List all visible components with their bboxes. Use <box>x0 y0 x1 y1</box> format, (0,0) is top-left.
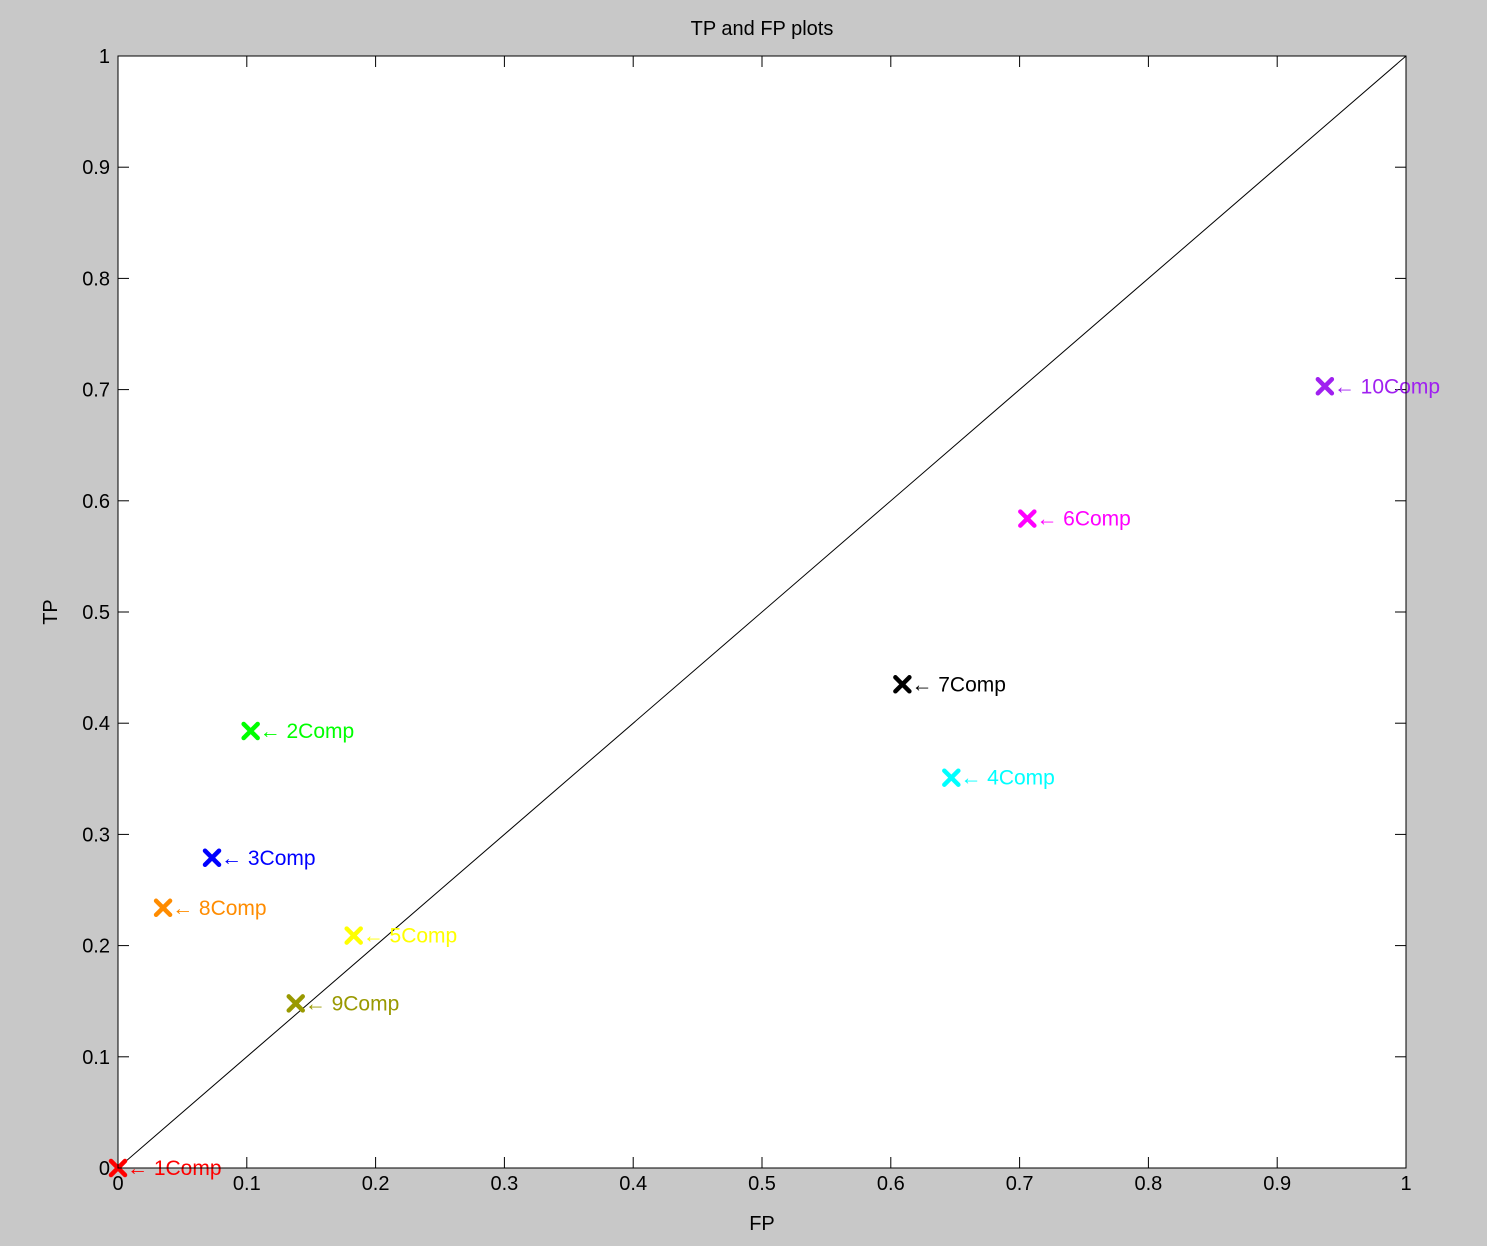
y-tick-label: 0.1 <box>82 1047 110 1069</box>
data-point: ← 7Comp <box>893 673 1006 696</box>
x-marker <box>202 848 222 868</box>
y-tick-label: 0.3 <box>82 824 110 846</box>
x-tick-label: 0.9 <box>1263 1173 1291 1195</box>
point-label: ← 10Comp <box>1334 375 1440 398</box>
data-point: ← 10Comp <box>1315 375 1440 398</box>
point-label: ← 6Comp <box>1036 508 1131 531</box>
point-label: ← 9Comp <box>305 992 400 1015</box>
x-marker <box>344 926 363 945</box>
data-point: ← 5Comp <box>344 925 458 948</box>
y-tick-label: 0.7 <box>82 380 110 402</box>
x-marker <box>286 994 305 1013</box>
x-tick-label: 0.1 <box>233 1173 261 1195</box>
x-tick-label: 0 <box>112 1173 123 1195</box>
x-tick-label: 0.2 <box>362 1173 390 1195</box>
data-point: ← 8Comp <box>153 897 267 920</box>
y-tick-label: 0.9 <box>82 157 110 179</box>
data-point: ← 9Comp <box>286 992 400 1015</box>
x-marker <box>893 675 912 694</box>
x-tick-label: 0.7 <box>1006 1173 1034 1195</box>
point-label: ← 7Comp <box>911 673 1006 696</box>
x-marker <box>241 721 260 741</box>
x-marker <box>1315 377 1335 396</box>
plot-frame <box>117 55 1407 1169</box>
y-tick-label: 0.5 <box>82 602 110 624</box>
x-marker <box>153 898 173 918</box>
point-label: ← 4Comp <box>960 767 1055 790</box>
y-tick-label: 0 <box>99 1158 110 1180</box>
data-point: ← 3Comp <box>202 847 316 870</box>
data-point: ← 6Comp <box>1018 508 1131 531</box>
y-tick-label: 1 <box>99 46 110 68</box>
point-label: ← 2Comp <box>260 720 355 743</box>
y-tick-label: 0.6 <box>82 491 110 513</box>
point-label: ← 3Comp <box>221 847 316 870</box>
x-tick-label: 1 <box>1400 1173 1411 1195</box>
data-point: ← 4Comp <box>942 767 1055 790</box>
data-point: ← 2Comp <box>241 720 355 743</box>
x-axis-title: FP <box>749 1213 775 1235</box>
ticks: 0 0.1 0.2 0.3 0.4 0.5 0.6 0.7 0.8 0.9 1 0 0.1 0.2 0.3 0… <box>82 46 1411 1195</box>
chart-title: TP and FP plots <box>691 18 834 40</box>
points: ← 1Comp← 2Comp← 3Comp← 4Comp← 5Comp← 6Co… <box>108 375 1440 1180</box>
point-label: ← 8Comp <box>172 897 267 920</box>
x-tick-label: 0.3 <box>490 1173 518 1195</box>
x-marker <box>942 768 961 787</box>
x-tick-label: 0.6 <box>877 1173 905 1195</box>
y-axis-title: TP <box>40 599 62 625</box>
diagonal-reference-line <box>117 55 1407 1169</box>
x-marker <box>1018 509 1037 528</box>
y-tick-label: 0.4 <box>82 713 110 735</box>
x-tick-label: 0.4 <box>619 1173 647 1195</box>
point-label: ← 5Comp <box>363 925 458 948</box>
x-tick-label: 0.5 <box>748 1173 776 1195</box>
y-tick-label: 0.8 <box>82 268 110 290</box>
x-tick-label: 0.8 <box>1134 1173 1162 1195</box>
y-tick-label: 0.2 <box>82 936 110 958</box>
